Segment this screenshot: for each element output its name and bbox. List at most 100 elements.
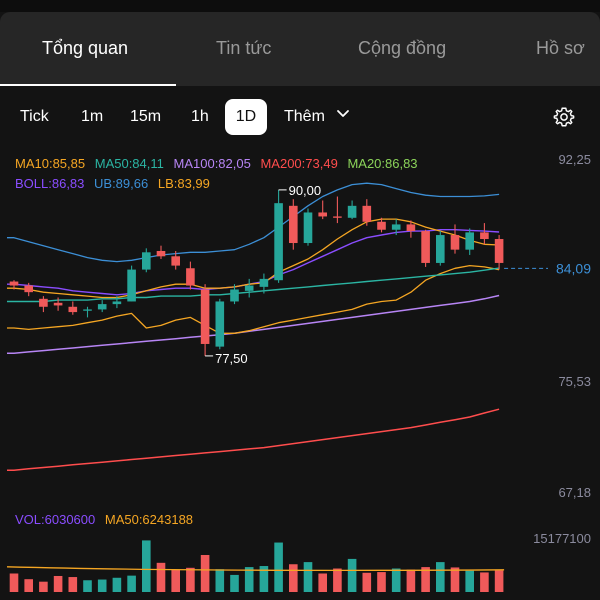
timeframe-tick[interactable]: Tick: [20, 108, 49, 125]
lower-band-line: [7, 264, 500, 334]
candle-body: [333, 216, 342, 218]
volume-bar: [24, 579, 33, 592]
timeframe-toolbar: Tick 1m 15m 1h 1D Thêm: [0, 86, 600, 148]
timeframe-1h[interactable]: 1h: [191, 108, 209, 125]
status-strip: [0, 0, 600, 12]
upper-band-line: [7, 182, 500, 263]
volume-bar: [259, 566, 269, 592]
tab-news[interactable]: Tin tức: [216, 38, 272, 58]
volume-bar: [480, 572, 489, 592]
high-price-label: 90,00: [289, 183, 322, 198]
last-price-label: 84,09: [556, 260, 591, 276]
volume-ma50-line: [6, 566, 505, 572]
volume-bar: [244, 567, 254, 592]
volume-bar: [274, 542, 283, 592]
volume-bar: [333, 568, 342, 592]
legend-boll: BOLL:86,83: [15, 176, 85, 191]
volume-bar: [377, 572, 386, 592]
candle-body: [259, 278, 269, 287]
candle-body: [421, 231, 430, 263]
y-tick-label: 75,53: [558, 374, 591, 389]
candle-body: [230, 289, 239, 302]
volume-bar: [97, 579, 107, 592]
legend-ma200: MA200:73,49: [260, 156, 338, 171]
active-tab-indicator: [0, 84, 176, 87]
candle-body: [436, 235, 445, 263]
indicator-legend-ma: MA10:85,85 MA50:84,11 MA100:82,05 MA200:…: [15, 156, 424, 171]
candle-body: [215, 301, 225, 347]
legend-ma100: MA100:82,05: [173, 156, 251, 171]
legend-ma20: MA20:86,83: [347, 156, 418, 171]
volume-bar: [171, 569, 180, 592]
candle-body: [200, 289, 210, 344]
chevron-down-icon[interactable]: [336, 106, 350, 120]
volume-bar: [391, 568, 401, 592]
y-tick-label: 67,18: [558, 485, 591, 500]
ma50-line: [7, 267, 500, 303]
legend-vol: VOL:6030600: [15, 512, 96, 527]
volume-bar: [200, 554, 210, 592]
candle-body: [406, 224, 416, 232]
volume-bar: [465, 570, 474, 592]
candle-body: [480, 232, 489, 240]
volume-bar: [436, 562, 445, 592]
volume-bar: [318, 573, 327, 592]
volume-bar: [362, 572, 372, 592]
candle-body: [391, 224, 401, 230]
volume-bar: [215, 569, 225, 592]
candle-body: [303, 212, 313, 244]
volume-legend: VOL:6030600 MA50:6243188: [15, 512, 199, 527]
volume-bar: [53, 575, 63, 592]
candle-body: [83, 309, 92, 311]
candle-body: [68, 306, 78, 313]
tab-overview[interactable]: Tổng quan: [42, 38, 129, 58]
candle-body: [127, 269, 136, 302]
volume-bar: [68, 577, 78, 592]
gear-icon[interactable]: [553, 106, 575, 128]
legend-lb: LB:83,99: [157, 176, 210, 191]
legend-ub: UB:89,66: [94, 176, 149, 191]
candle-body: [450, 235, 460, 250]
volume-bar: [303, 562, 313, 592]
tab-profile[interactable]: Hồ sơ: [536, 38, 585, 58]
candle-body: [142, 252, 151, 270]
timeframe-1d-label: 1D: [235, 108, 257, 125]
volume-bar: [127, 575, 136, 592]
candle-body: [377, 221, 386, 230]
candle-body: [289, 205, 298, 244]
candle-body: [171, 256, 180, 266]
timeframe-1d[interactable]: 1D: [225, 99, 267, 135]
candle-body: [39, 298, 48, 307]
indicator-legend-boll: BOLL:86,83 UB:89,66 LB:83,99: [15, 176, 216, 191]
timeframe-15m[interactable]: 15m: [130, 108, 162, 125]
candle-body: [24, 285, 33, 293]
volume-bar: [347, 558, 357, 592]
volume-bar: [156, 562, 166, 592]
volume-bar: [450, 567, 460, 592]
candle-body: [318, 212, 327, 217]
tab-bar: Tổng quan Tin tức Cộng đồng Hồ sơ: [0, 12, 600, 87]
volume-bar: [142, 540, 151, 592]
legend-vol-ma50: MA50:6243188: [104, 512, 194, 527]
volume-bar: [494, 570, 504, 592]
volume-bar: [289, 564, 298, 592]
candle-body: [156, 250, 166, 257]
volume-bar: [39, 581, 48, 592]
tab-community[interactable]: Cộng đồng: [358, 38, 447, 58]
candle-body: [274, 203, 283, 281]
volume-bar: [186, 567, 195, 592]
candle-body: [347, 205, 357, 218]
candle-body: [97, 304, 107, 310]
candle-body: [186, 268, 195, 286]
more-button[interactable]: Thêm: [284, 108, 325, 125]
candle-body: [53, 302, 63, 306]
timeframe-1m[interactable]: 1m: [81, 108, 104, 125]
volume-bar: [421, 567, 430, 592]
volume-bar: [230, 574, 239, 592]
ma200-line: [7, 408, 500, 471]
low-price-label: 77,50: [215, 351, 248, 366]
candle-body: [9, 281, 19, 286]
legend-ma10: MA10:85,85: [15, 156, 86, 171]
candle-body: [494, 239, 504, 263]
